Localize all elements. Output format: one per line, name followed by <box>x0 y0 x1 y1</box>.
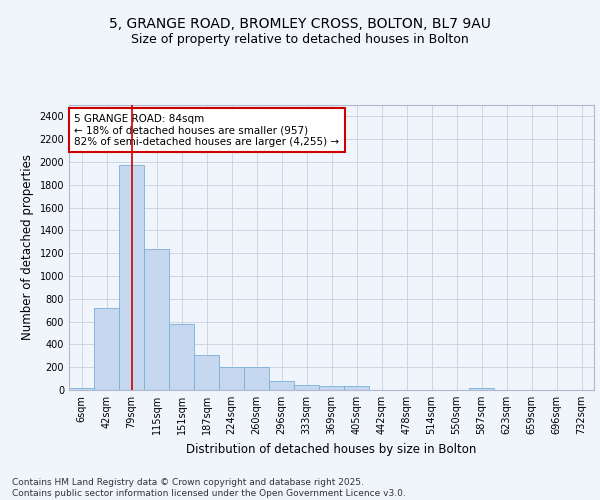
Bar <box>119 166 144 390</box>
Bar <box>219 367 244 390</box>
X-axis label: Distribution of detached houses by size in Bolton: Distribution of detached houses by size … <box>187 442 476 456</box>
Bar <box>269 381 294 390</box>
Text: Contains HM Land Registry data © Crown copyright and database right 2025.
Contai: Contains HM Land Registry data © Crown c… <box>12 478 406 498</box>
Bar <box>469 388 494 390</box>
Bar <box>94 308 119 390</box>
Text: 5 GRANGE ROAD: 84sqm
← 18% of detached houses are smaller (957)
82% of semi-deta: 5 GRANGE ROAD: 84sqm ← 18% of detached h… <box>74 114 340 147</box>
Bar <box>69 388 94 390</box>
Bar <box>169 324 194 390</box>
Text: 5, GRANGE ROAD, BROMLEY CROSS, BOLTON, BL7 9AU: 5, GRANGE ROAD, BROMLEY CROSS, BOLTON, B… <box>109 18 491 32</box>
Bar <box>294 385 319 390</box>
Bar <box>244 367 269 390</box>
Text: Size of property relative to detached houses in Bolton: Size of property relative to detached ho… <box>131 32 469 46</box>
Bar <box>319 386 344 390</box>
Bar <box>344 386 369 390</box>
Bar <box>194 355 219 390</box>
Bar <box>144 248 169 390</box>
Y-axis label: Number of detached properties: Number of detached properties <box>21 154 34 340</box>
